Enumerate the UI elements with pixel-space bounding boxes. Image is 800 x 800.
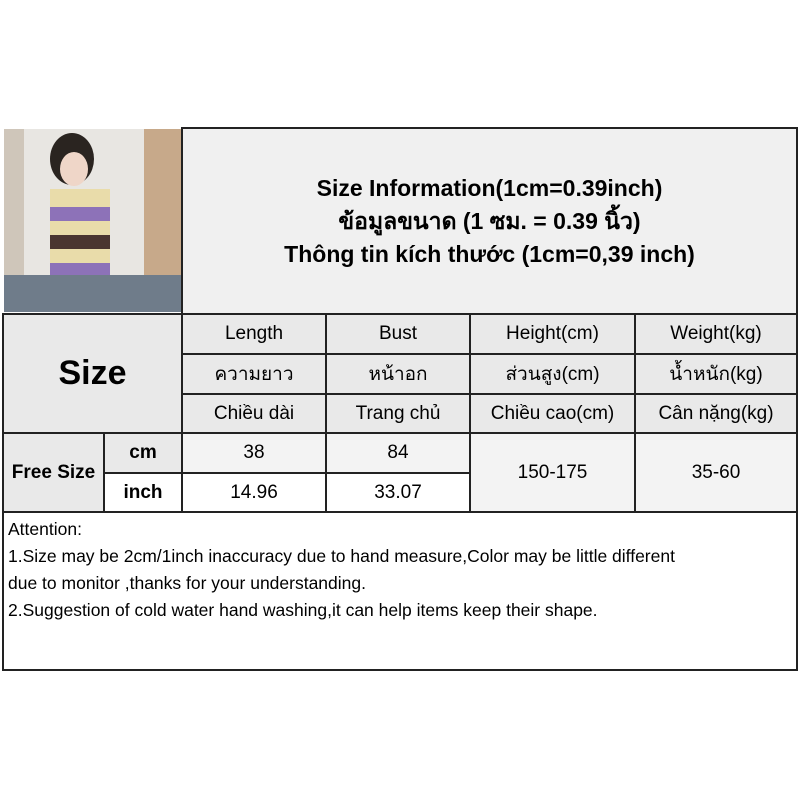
length-cm: 38 [181,432,327,474]
attention-notes: Attention: 1.Size may be 2cm/1inch inacc… [2,511,798,671]
col-length-en: Length [181,313,327,355]
weight-range: 35-60 [634,432,798,513]
bust-cm: 84 [325,432,471,474]
unit-inch: inch [103,472,183,513]
attention-line-1a: 1.Size may be 2cm/1inch inaccuracy due t… [8,546,675,566]
col-weight-vi: Cân nặng(kg) [634,393,798,434]
col-weight-th: น้ำหนัก(kg) [634,353,798,395]
col-bust-th: หน้าอก [325,353,471,395]
attention-line-1b: due to monitor ,thanks for your understa… [8,573,366,593]
col-bust-en: Bust [325,313,471,355]
title-thai: ข้อมูลขนาด (1 ซม. = 0.39 นิ้ว) [338,207,641,234]
size-header: Size [2,313,183,434]
attention-line-2: 2.Suggestion of cold water hand washing,… [8,600,598,620]
size-info-title: Size Information(1cm=0.39inch) ข้อมูลขนา… [181,127,798,315]
length-inch: 14.96 [181,472,327,513]
col-weight-en: Weight(kg) [634,313,798,355]
bust-inch: 33.07 [325,472,471,513]
col-bust-vi: Trang chủ [325,393,471,434]
col-length-th: ความยาว [181,353,327,395]
col-height-en: Height(cm) [469,313,636,355]
unit-cm: cm [103,432,183,474]
col-height-vi: Chiều cao(cm) [469,393,636,434]
title-vietnamese: Thông tin kích thước (1cm=0,39 inch) [284,240,695,267]
col-height-th: ส่วนสูง(cm) [469,353,636,395]
title-english: Size Information(1cm=0.39inch) [316,174,663,201]
product-photo [4,129,181,312]
attention-title: Attention: [8,519,82,539]
row-free-size: Free Size [2,432,105,513]
height-range: 150-175 [469,432,636,513]
col-length-vi: Chiều dài [181,393,327,434]
